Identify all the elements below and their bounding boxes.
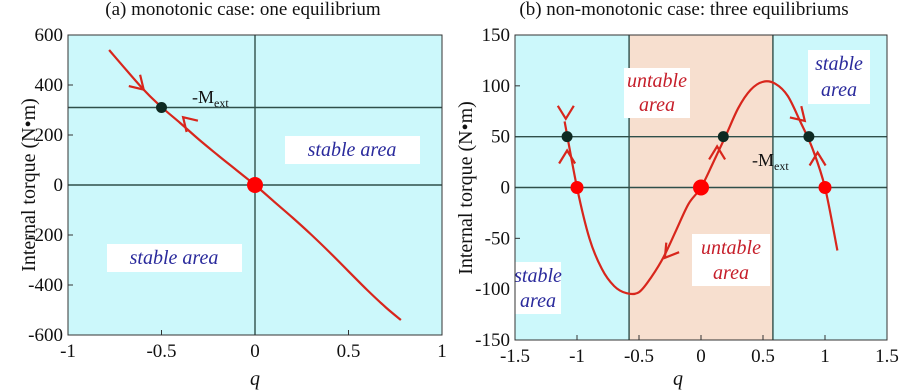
panel-a-curve — [108, 49, 402, 321]
panel-b-arrows — [556, 105, 827, 260]
a-ytick-label: 0 — [54, 175, 64, 196]
a-direction-arrow — [128, 74, 146, 92]
b-xtick-label: 1.5 — [875, 346, 899, 367]
a-series-line — [108, 49, 402, 321]
b-intersection-point — [717, 131, 729, 143]
panel-b-stable-left-line2: area — [520, 290, 556, 312]
panel-b-untable-top-line1: untable — [627, 70, 687, 92]
panel-b-untable-top-box — [624, 68, 690, 118]
a-ytick-label: 200 — [35, 125, 64, 146]
panel-b-mext-prefix: -M — [752, 150, 774, 170]
b-ytick-label: 100 — [482, 76, 511, 97]
a-xtick-label: 0 — [250, 341, 260, 362]
panel-a-stable-left-box — [107, 244, 242, 272]
panel-b-yticks: -150 -100 -50 0 50 100 150 — [475, 25, 520, 351]
panel-b-stable-right-line2: area — [821, 79, 857, 101]
panel-a-mext-sub: ext — [214, 96, 229, 110]
panel-b-ylabel: Internal torque (N•m) — [455, 101, 477, 275]
b-direction-arrow — [558, 148, 577, 165]
a-intersection-point — [156, 102, 167, 113]
b-direction-arrow — [708, 144, 727, 160]
panel-b-xlabel: q — [673, 368, 683, 390]
a-xtick-label: 0.5 — [337, 341, 361, 362]
a-direction-arrow — [181, 115, 199, 133]
panel-a-points — [156, 102, 263, 193]
a-ytick-label: 400 — [35, 75, 64, 96]
b-xtick-label: 0 — [696, 346, 706, 367]
panel-b-stable-left-box — [515, 262, 561, 314]
panel-b-mext-sub: ext — [774, 159, 789, 173]
panel-a-xlabel: q — [250, 368, 260, 390]
b-direction-arrow — [808, 150, 827, 167]
b-intersection-point — [803, 131, 815, 143]
panel-b-frame — [514, 34, 888, 341]
panel-b-untable-bottom-box — [692, 234, 770, 286]
a-ytick-label: -600 — [28, 325, 63, 346]
b-xtick-label: 0.5 — [751, 346, 775, 367]
panel-a-mext: -Mext — [192, 87, 229, 110]
panel-a-stable-left-label: stable area — [130, 247, 219, 269]
panel-b-mext: -Mext — [752, 150, 789, 173]
a-xtick-label: 1 — [437, 341, 447, 362]
panel-b-stable-left-line1: stable — [514, 265, 562, 287]
a-equilibrium-point — [247, 177, 263, 193]
panel-a: (a) monotonic case: one equilibrium Inte… — [18, 0, 447, 390]
panel-b-stable-right-line1: stable — [815, 53, 863, 75]
panel-b-untable-bottom-line1: untable — [701, 237, 761, 259]
b-equilibrium-point — [818, 181, 832, 194]
b-ytick-label: 150 — [482, 25, 511, 46]
panel-b-points — [561, 131, 832, 196]
b-intersection-point — [561, 131, 573, 143]
panel-a-stable-right-box — [285, 136, 420, 164]
a-xtick-label: -1 — [60, 341, 76, 362]
b-equilibrium-point — [693, 179, 709, 196]
a-xtick-label: -0.5 — [146, 341, 176, 362]
b-direction-arrow — [663, 242, 680, 260]
b-equilibrium-point — [570, 181, 584, 194]
panel-a-title: (a) monotonic case: one equilibrium — [105, 0, 381, 20]
b-ytick-label: 0 — [501, 178, 511, 199]
panel-b-untable-top-line2: area — [639, 94, 675, 116]
b-ytick-label: -100 — [475, 279, 510, 300]
b-xtick-label: -1.5 — [500, 346, 530, 367]
panel-a-mext-prefix: -M — [192, 87, 214, 107]
b-xtick-label: -1 — [569, 346, 585, 367]
b-direction-arrow — [789, 105, 807, 123]
panel-b: (b) non-monotonic case: three equilibriu… — [455, 0, 899, 390]
a-ytick-label: 600 — [35, 25, 64, 46]
a-ytick-label: -200 — [28, 225, 63, 246]
panel-a-ylabel: Internal torque (N•m) — [18, 98, 40, 272]
panel-a-arrows — [128, 74, 199, 133]
b-ytick-label: -150 — [475, 330, 510, 351]
panel-b-title: (b) non-monotonic case: three equilibriu… — [519, 0, 848, 20]
b-ytick-label: 50 — [491, 127, 510, 148]
a-ytick-label: -400 — [28, 275, 63, 296]
b-ytick-label: -50 — [485, 228, 510, 249]
panel-a-frame — [67, 34, 443, 336]
panel-a-stable-right-label: stable area — [308, 139, 397, 161]
b-xtick-label: 1 — [820, 346, 830, 367]
panel-b-untable-bottom-line2: area — [713, 262, 749, 284]
panel-b-xticks: -1.5 -1 -0.5 0 0.5 1 1.5 — [500, 335, 899, 367]
panel-a-yticks: -600 -400 -200 0 200 400 600 — [28, 25, 73, 346]
b-xtick-label: -0.5 — [624, 346, 654, 367]
panel-a-xticks: -1 -0.5 0 0.5 1 — [60, 330, 447, 362]
panel-b-stable-right-box — [808, 50, 870, 104]
b-direction-arrow — [556, 105, 575, 121]
